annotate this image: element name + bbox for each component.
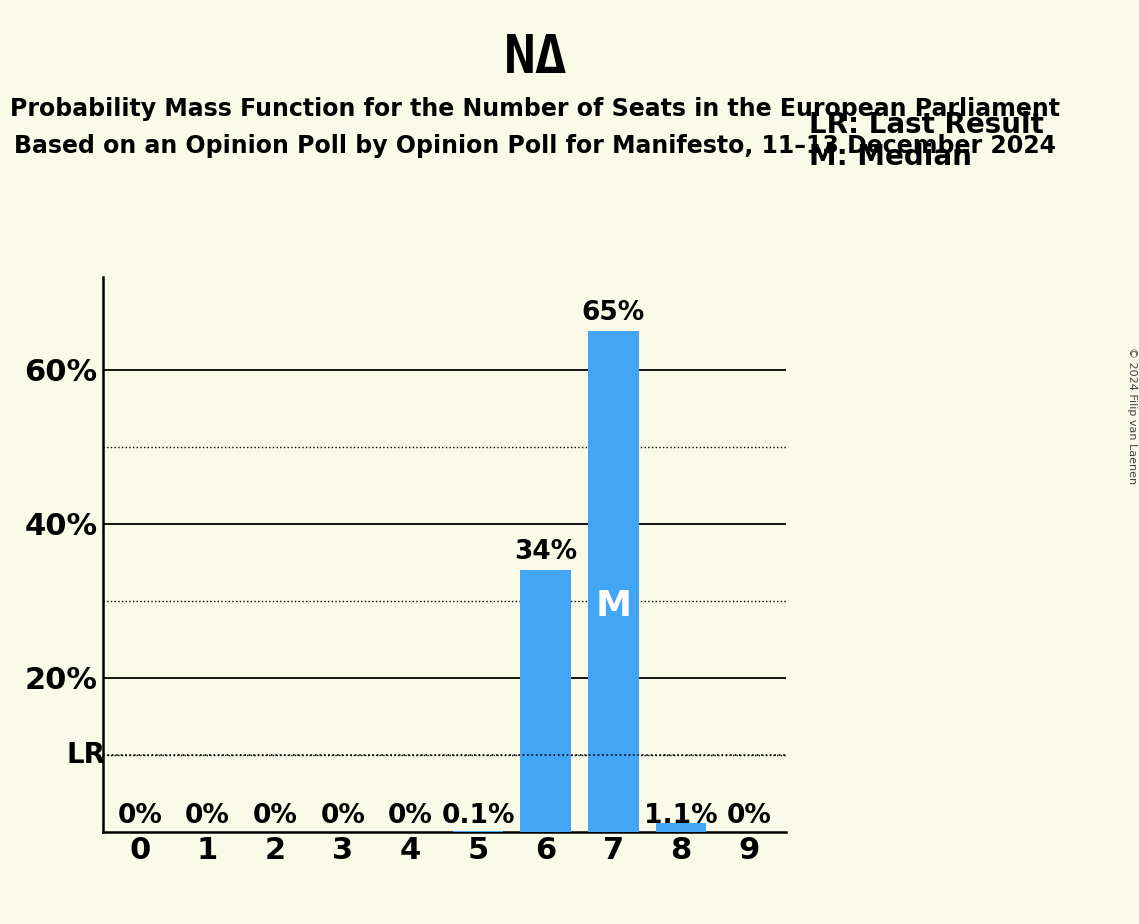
Text: 0.1%: 0.1% xyxy=(441,803,515,830)
Text: NΔ: NΔ xyxy=(503,32,567,84)
Text: 65%: 65% xyxy=(582,300,645,326)
Bar xyxy=(588,331,639,832)
Text: M: Median: M: Median xyxy=(809,143,972,171)
Text: LR: LR xyxy=(67,741,106,769)
Text: 0%: 0% xyxy=(320,803,366,830)
Text: 1.1%: 1.1% xyxy=(645,803,718,830)
Text: 0%: 0% xyxy=(117,803,162,830)
Text: 0%: 0% xyxy=(727,803,771,830)
Text: Probability Mass Function for the Number of Seats in the European Parliament: Probability Mass Function for the Number… xyxy=(10,97,1060,121)
Text: 34%: 34% xyxy=(514,540,577,565)
Bar xyxy=(656,823,706,832)
Text: M: M xyxy=(596,590,631,624)
Text: © 2024 Filip van Laenen: © 2024 Filip van Laenen xyxy=(1126,347,1137,484)
Text: LR: Last Result: LR: Last Result xyxy=(809,111,1043,139)
Text: 0%: 0% xyxy=(253,803,297,830)
Bar xyxy=(521,570,571,832)
Text: 0%: 0% xyxy=(388,803,433,830)
Text: 0%: 0% xyxy=(185,803,230,830)
Text: Based on an Opinion Poll by Opinion Poll for Manifesto, 11–13 December 2024: Based on an Opinion Poll by Opinion Poll… xyxy=(15,134,1056,158)
